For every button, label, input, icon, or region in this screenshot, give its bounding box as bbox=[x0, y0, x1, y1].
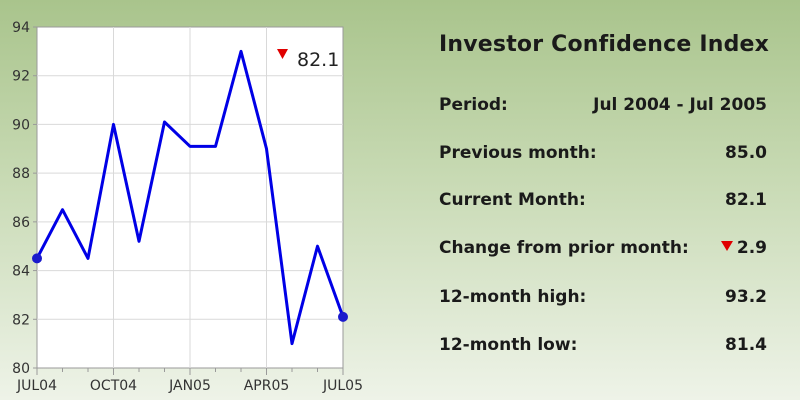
summary-panel: Investor Confidence Index Period: Jul 20… bbox=[439, 0, 770, 400]
y-tick-label: 86 bbox=[12, 215, 30, 231]
stat-label-previous-month: Previous month: bbox=[439, 143, 597, 163]
x-tick-label: JUL05 bbox=[322, 378, 363, 394]
end-marker bbox=[338, 311, 348, 322]
x-tick-label: JAN05 bbox=[168, 378, 211, 394]
stat-label-12-month-high: 12-month high: bbox=[439, 287, 587, 307]
down-arrow-icon bbox=[720, 241, 733, 251]
panel-title: Investor Confidence Index bbox=[439, 32, 770, 57]
y-tick-label: 92 bbox=[12, 69, 30, 85]
x-tick-label: OCT04 bbox=[90, 378, 137, 394]
stat-value-previous-month: 85.0 bbox=[725, 143, 767, 163]
stat-label-period: Period: bbox=[439, 95, 508, 115]
stat-value-change: 2.9 bbox=[736, 238, 767, 258]
chart-area: 80 82 84 86 88 90 92 94 JUL04 OCT04 JAN05 APR05 JUL0… bbox=[0, 0, 380, 400]
y-tick-label: 82 bbox=[12, 312, 30, 328]
investor-confidence-chart: 80 82 84 86 88 90 92 94 JUL04 OCT04 JAN05 APR05 JUL0… bbox=[12, 20, 363, 394]
stat-value-12-month-low: 81.4 bbox=[725, 335, 767, 355]
stat-row-12-month-high: 12-month high: 93.2 bbox=[439, 287, 767, 313]
y-tick-label: 90 bbox=[12, 117, 30, 133]
stat-row-12-month-low: 12-month low: 81.4 bbox=[439, 335, 767, 361]
stat-row-current-month: Current Month: 82.1 bbox=[439, 190, 767, 216]
stat-row-previous-month: Previous month: 85.0 bbox=[439, 143, 767, 169]
x-tick-label: APR05 bbox=[244, 378, 290, 394]
stat-value-period: Jul 2004 - Jul 2005 bbox=[593, 95, 767, 115]
stat-value-current-month: 82.1 bbox=[725, 190, 767, 210]
stat-label-current-month: Current Month: bbox=[439, 190, 586, 210]
y-tick-label: 84 bbox=[12, 264, 30, 280]
series-line bbox=[35, 49, 345, 346]
start-marker bbox=[32, 253, 42, 264]
stat-value-change-wrap: 2.9 bbox=[720, 238, 767, 258]
y-tick-label: 88 bbox=[12, 166, 30, 182]
callout-down-arrow-icon bbox=[277, 49, 288, 59]
stat-row-change: Change from prior month: 2.9 bbox=[439, 238, 767, 264]
stat-label-change: Change from prior month: bbox=[439, 238, 689, 258]
callout-current-value: 82.1 bbox=[297, 49, 339, 71]
x-tick-label: JUL04 bbox=[16, 378, 57, 394]
y-tick-label: 80 bbox=[12, 361, 30, 377]
stat-label-12-month-low: 12-month low: bbox=[439, 335, 578, 355]
y-tick-label: 94 bbox=[12, 20, 30, 36]
stat-value-12-month-high: 93.2 bbox=[725, 287, 767, 307]
stat-row-period: Period: Jul 2004 - Jul 2005 bbox=[439, 95, 767, 121]
